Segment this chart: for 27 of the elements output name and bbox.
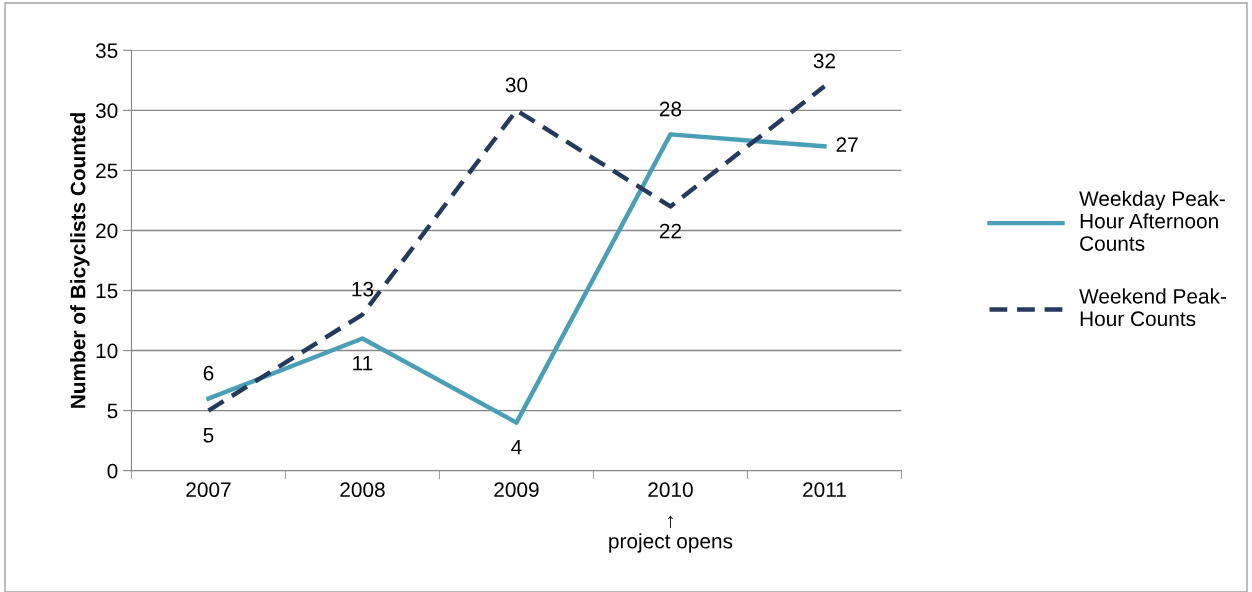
x-tick-label: 2007: [186, 482, 231, 498]
data-label: 22: [659, 223, 681, 239]
data-label: 30: [505, 77, 528, 93]
x-tick-label: 2008: [340, 482, 385, 498]
y-tick-label: 20: [96, 223, 118, 239]
x-tick-label: 2010: [648, 482, 693, 498]
data-label: 13: [352, 281, 374, 297]
x-tick-label: 2009: [494, 482, 539, 498]
x-tick-label: 2011: [803, 482, 846, 498]
y-tick-label: 30: [95, 103, 118, 119]
y-tick-label: 35: [95, 43, 118, 59]
legend-label: Weekday Peak-Hour Afternoon Counts: [1079, 190, 1225, 251]
text: ↑ project opens: [609, 515, 733, 553]
data-label: 5: [203, 428, 214, 443]
data-label: 6: [203, 365, 214, 381]
y-tick-label: 10: [96, 343, 118, 359]
y-tick-label: 5: [107, 403, 118, 419]
y-tick-label: 0: [107, 463, 118, 479]
y-tick-label: 15: [96, 283, 118, 299]
data-label: 11: [353, 355, 373, 371]
data-label: 32: [813, 53, 835, 69]
y-axis-title: Number of Bicyclists Counted: [70, 113, 90, 408]
y-tick-label: 25: [96, 163, 118, 179]
data-label: 28: [659, 101, 682, 117]
data-label: 27: [836, 137, 858, 152]
data-label: 4: [511, 440, 522, 455]
legend-label: Weekend Peak-Hour Counts: [1079, 288, 1227, 327]
